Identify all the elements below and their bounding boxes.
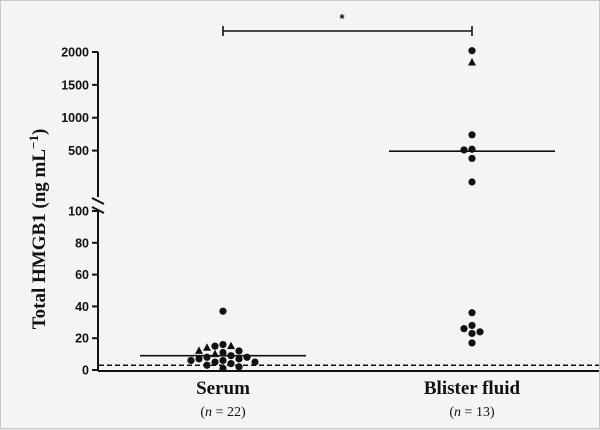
marks-layer (140, 47, 555, 373)
data-point-triangle (468, 58, 476, 66)
data-point (251, 358, 259, 366)
data-point (460, 146, 468, 154)
data-point (203, 353, 211, 361)
data-point (468, 131, 476, 139)
y-tick-label: 2000 (61, 46, 89, 60)
significance-marker: * (339, 11, 345, 26)
text-layer: Total HMGB1 (ng mL−1) * 0 20 40 60 80 100 500 1… (26, 11, 521, 420)
data-point (219, 356, 227, 365)
n-label: (n = 13) (449, 405, 495, 420)
data-point (235, 363, 243, 371)
data-point (211, 358, 219, 366)
axis-layer (91, 26, 599, 372)
y-tick-label: 80 (75, 236, 89, 250)
data-point-triangle (195, 346, 203, 354)
data-point (211, 342, 219, 350)
y-tick-label: 1000 (61, 111, 89, 125)
data-point (468, 178, 476, 186)
data-point (468, 321, 476, 330)
category-label: Serum (196, 378, 250, 399)
y-tick-label: 100 (68, 205, 89, 219)
data-point-triangle (227, 341, 235, 350)
n-label-italic: n (205, 405, 212, 420)
y-tick-label: 500 (68, 144, 89, 158)
category-label: Blister fluid (424, 378, 521, 399)
data-point (243, 353, 251, 361)
y-axis-label-close: ) (29, 129, 50, 135)
data-point (468, 154, 476, 163)
data-point (195, 355, 203, 363)
data-point (235, 355, 243, 363)
data-point-triangle (203, 343, 211, 351)
data-point (219, 364, 227, 373)
y-axis-label: Total HMGB1 (ng mL−1) (26, 129, 50, 330)
data-point (468, 339, 476, 347)
data-point (187, 356, 195, 365)
n-label-open: ( (449, 405, 454, 420)
data-point (468, 47, 476, 55)
n-label-rest: = 22) (212, 405, 246, 420)
data-point (227, 360, 235, 368)
data-point (235, 347, 243, 355)
y-tick-label: 0 (82, 364, 89, 378)
axis-break-mark-top (91, 197, 105, 205)
data-point (468, 329, 476, 338)
y-axis-label-sup: −1 (26, 135, 41, 149)
y-tick-label: 20 (75, 332, 89, 346)
data-point (476, 328, 484, 336)
y-tick-label: 60 (75, 268, 89, 282)
data-point (219, 307, 227, 315)
y-tick-label: 40 (75, 300, 89, 314)
n-label-italic: n (454, 405, 461, 420)
data-point (219, 340, 227, 349)
data-point (219, 348, 227, 357)
n-label-open: ( (200, 405, 205, 420)
y-tick-label: 1500 (61, 78, 89, 92)
n-label: (n = 22) (200, 405, 246, 420)
data-point (203, 361, 211, 369)
y-axis-label-main: Total HMGB1 (ng mL (29, 149, 50, 329)
n-label-rest: = 13) (461, 405, 495, 420)
data-point (468, 309, 476, 317)
data-point (460, 325, 468, 333)
